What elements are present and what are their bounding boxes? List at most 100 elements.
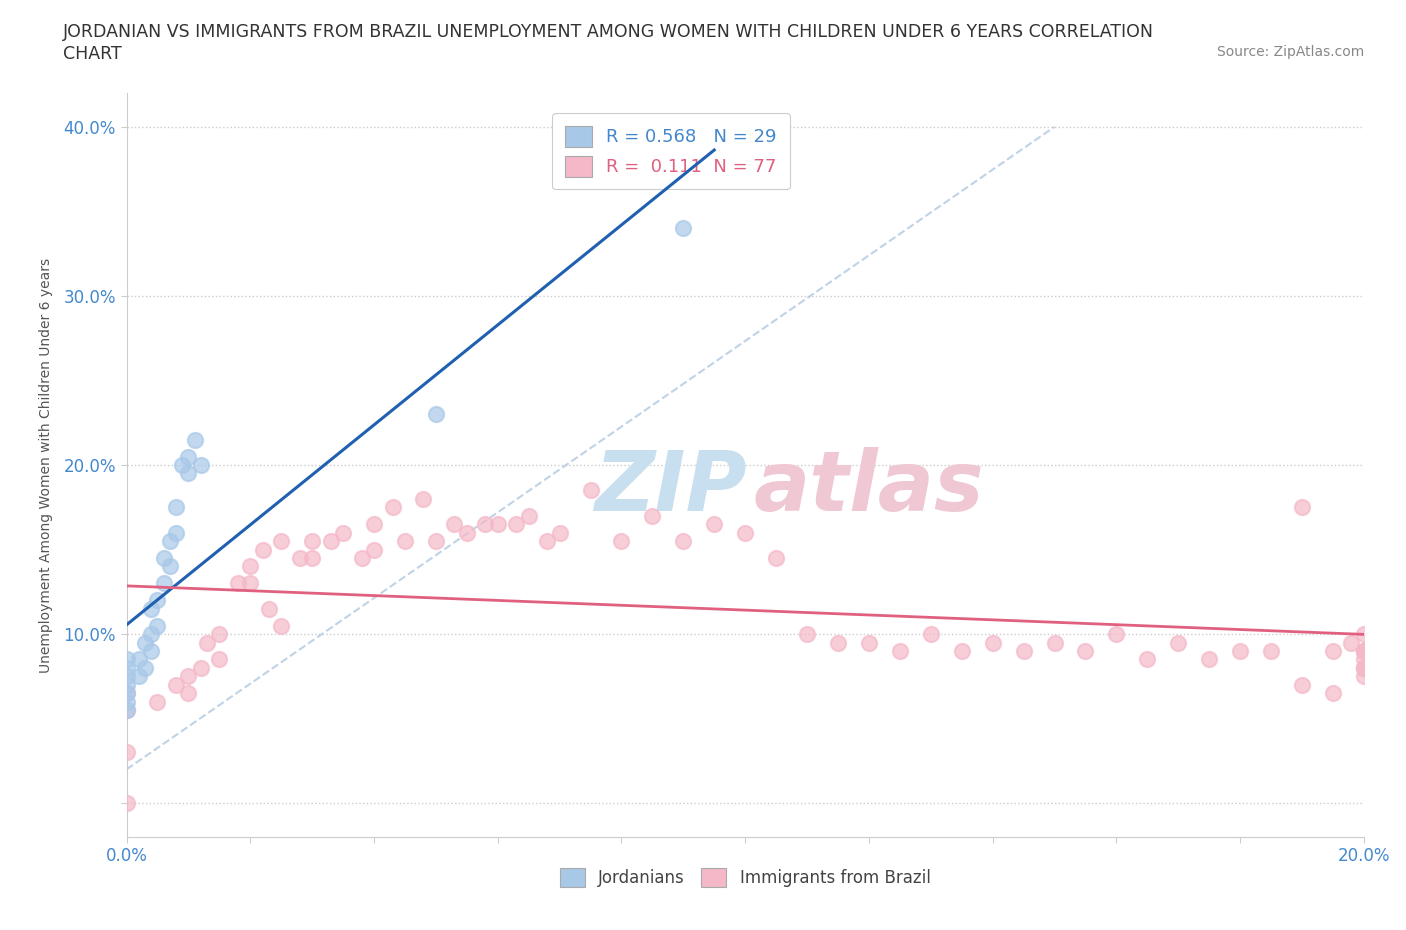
Point xyxy=(270,618,292,633)
Point xyxy=(115,685,138,700)
Point xyxy=(301,534,323,549)
Point xyxy=(672,220,695,235)
Point xyxy=(505,517,527,532)
Point xyxy=(141,627,163,642)
Point xyxy=(350,551,373,565)
Point xyxy=(858,635,880,650)
Point xyxy=(610,534,633,549)
Point xyxy=(827,635,849,650)
Point xyxy=(579,483,602,498)
Y-axis label: Unemployment Among Women with Children Under 6 years: Unemployment Among Women with Children U… xyxy=(38,258,52,672)
Point xyxy=(115,677,138,692)
Point xyxy=(765,551,787,565)
Point xyxy=(115,703,138,718)
Point xyxy=(548,525,571,540)
Point xyxy=(381,499,404,514)
Point xyxy=(146,592,169,607)
Point xyxy=(1353,660,1375,675)
Point xyxy=(165,499,187,514)
Point xyxy=(208,652,231,667)
Point xyxy=(641,509,664,524)
Point xyxy=(425,406,447,421)
Point xyxy=(394,534,416,549)
Point xyxy=(536,534,558,549)
Point xyxy=(239,576,262,591)
Point xyxy=(141,602,163,617)
Point xyxy=(134,660,156,675)
Point xyxy=(152,551,174,565)
Point xyxy=(270,534,292,549)
Legend: Jordanians, Immigrants from Brazil: Jordanians, Immigrants from Brazil xyxy=(551,859,939,896)
Point xyxy=(517,509,540,524)
Point xyxy=(190,458,212,472)
Point xyxy=(252,542,274,557)
Point xyxy=(177,466,200,481)
Point xyxy=(1340,635,1362,650)
Point xyxy=(1291,677,1313,692)
Point xyxy=(486,517,509,532)
Point xyxy=(128,652,150,667)
Point xyxy=(1105,627,1128,642)
Point xyxy=(177,449,200,464)
Point xyxy=(115,652,138,667)
Point xyxy=(115,745,138,760)
Point xyxy=(190,660,212,675)
Text: atlas: atlas xyxy=(754,446,984,528)
Point xyxy=(1322,685,1344,700)
Point xyxy=(226,576,249,591)
Point xyxy=(1291,499,1313,514)
Text: JORDANIAN VS IMMIGRANTS FROM BRAZIL UNEMPLOYMENT AMONG WOMEN WITH CHILDREN UNDER: JORDANIAN VS IMMIGRANTS FROM BRAZIL UNEM… xyxy=(63,23,1154,41)
Point xyxy=(1353,660,1375,675)
Point xyxy=(1229,644,1251,658)
Point xyxy=(1136,652,1159,667)
Point xyxy=(134,635,156,650)
Point xyxy=(474,517,496,532)
Point xyxy=(1353,644,1375,658)
Point xyxy=(115,703,138,718)
Point xyxy=(288,551,311,565)
Point xyxy=(1012,644,1035,658)
Point xyxy=(177,669,200,684)
Point xyxy=(141,644,163,658)
Point xyxy=(165,677,187,692)
Point xyxy=(1322,644,1344,658)
Point xyxy=(456,525,478,540)
Text: Source: ZipAtlas.com: Source: ZipAtlas.com xyxy=(1216,45,1364,59)
Point xyxy=(332,525,354,540)
Point xyxy=(672,534,695,549)
Point xyxy=(1353,644,1375,658)
Point xyxy=(1353,652,1375,667)
Point xyxy=(195,635,218,650)
Point xyxy=(159,534,181,549)
Point xyxy=(115,695,138,710)
Point xyxy=(208,627,231,642)
Point xyxy=(1167,635,1189,650)
Point xyxy=(146,618,169,633)
Text: ZIP: ZIP xyxy=(595,446,747,528)
Point xyxy=(920,627,942,642)
Point xyxy=(319,534,342,549)
Point xyxy=(950,644,973,658)
Point xyxy=(363,542,385,557)
Point xyxy=(115,660,138,675)
Point xyxy=(703,517,725,532)
Point xyxy=(363,517,385,532)
Point xyxy=(412,491,434,506)
Point xyxy=(146,695,169,710)
Point xyxy=(889,644,911,658)
Point xyxy=(301,551,323,565)
Point xyxy=(1043,635,1066,650)
Point xyxy=(177,685,200,700)
Point xyxy=(1353,644,1375,658)
Point xyxy=(425,534,447,549)
Point xyxy=(734,525,756,540)
Point xyxy=(257,602,280,617)
Point xyxy=(1198,652,1220,667)
Point xyxy=(159,559,181,574)
Point xyxy=(1260,644,1282,658)
Point xyxy=(172,458,194,472)
Point xyxy=(115,685,138,700)
Point xyxy=(1353,660,1375,675)
Point xyxy=(152,576,174,591)
Point xyxy=(981,635,1004,650)
